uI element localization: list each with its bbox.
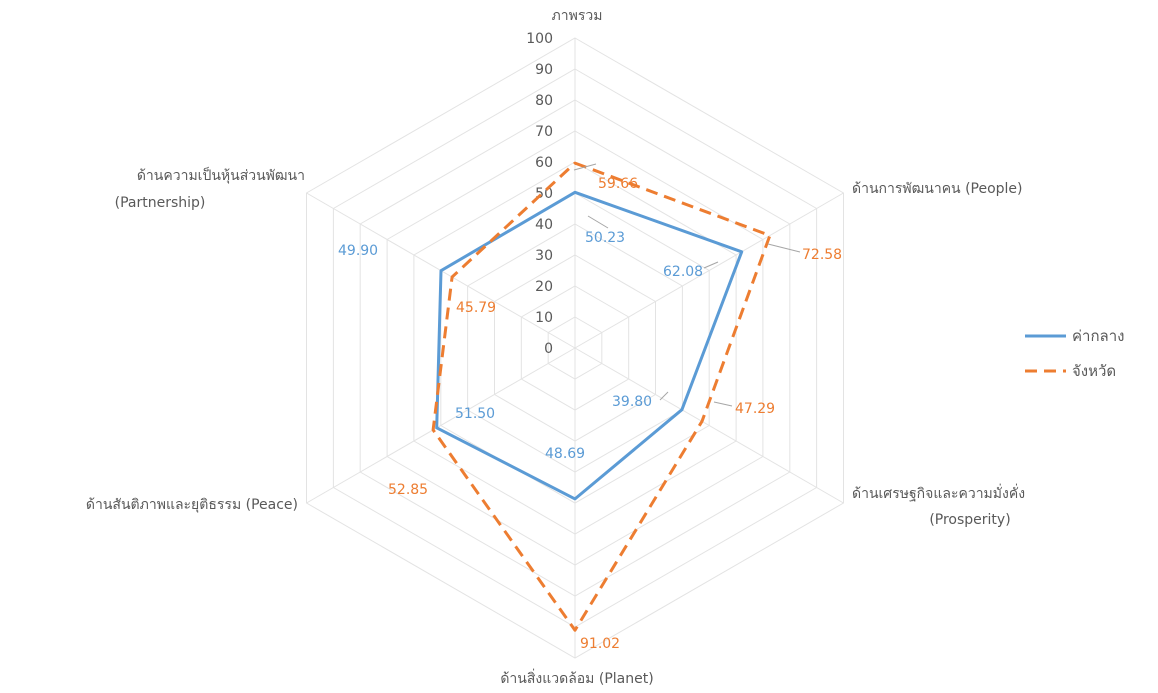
tick-label: 30: [535, 248, 553, 264]
axis-label: ด้านเศรษฐกิจและความมั่งคั่ง: [852, 484, 1025, 502]
tick-label: 40: [535, 217, 553, 233]
tick-label: 10: [535, 310, 553, 326]
grid-spoke: [574, 347, 844, 504]
data-label: 91.02: [580, 636, 620, 652]
radar-grid: [306, 37, 844, 659]
tick-label: 0: [544, 341, 553, 357]
leader-line: [703, 261, 719, 269]
axis-label: ภาพรวม: [552, 8, 603, 24]
axis-label: ด้านการพัฒนาคน (People): [852, 181, 1023, 197]
tick-label: 60: [535, 155, 553, 171]
data-label: 49.90: [338, 243, 378, 259]
leader-line: [573, 163, 597, 171]
radial-tick-labels: 0 10 20 30 40 50 60 70 80 90 100: [526, 31, 553, 357]
data-label: 59.66: [598, 176, 638, 192]
tick-label: 20: [535, 279, 553, 295]
tick-label: 90: [535, 62, 553, 78]
axis-label: ด้านสิ่งแวดล้อม (Planet): [500, 669, 653, 687]
axis-label: ด้านสันติภาพและยุติธรรม (Peace): [86, 497, 298, 513]
grid-spoke: [306, 347, 576, 504]
leader-line: [659, 391, 669, 401]
tick-label: 50: [535, 186, 553, 202]
tick-label: 80: [535, 93, 553, 109]
tick-label: 70: [535, 124, 553, 140]
axis-sublabel: (Prosperity): [929, 512, 1010, 528]
data-labels: 50.23 62.08 39.80 48.69 51.50 49.90 59.66 72.58…: [338, 176, 842, 652]
leader-line: [713, 401, 733, 407]
leader-line: [767, 243, 801, 253]
axis-sublabel: (Partnership): [115, 195, 206, 211]
data-label: 72.58: [802, 247, 842, 263]
series-layer: [431, 161, 772, 632]
label-leader-lines: [573, 163, 801, 407]
data-label: 52.85: [388, 482, 428, 498]
tick-label: 100: [526, 31, 553, 47]
data-label: 39.80: [612, 394, 652, 410]
data-label: 50.23: [585, 230, 625, 246]
leader-line: [587, 215, 609, 229]
data-label: 45.79: [456, 300, 496, 316]
data-label: 48.69: [545, 446, 585, 462]
data-label: 47.29: [735, 401, 775, 417]
data-label: 62.08: [663, 264, 703, 280]
data-label: 51.50: [455, 406, 495, 422]
axis-label: ด้านความเป็นหุ้นส่วนพัฒนา: [137, 166, 305, 184]
legend-label: จังหวัด: [1072, 362, 1116, 380]
grid-spoke: [574, 192, 844, 349]
legend-label: ค่ากลาง: [1072, 327, 1124, 345]
